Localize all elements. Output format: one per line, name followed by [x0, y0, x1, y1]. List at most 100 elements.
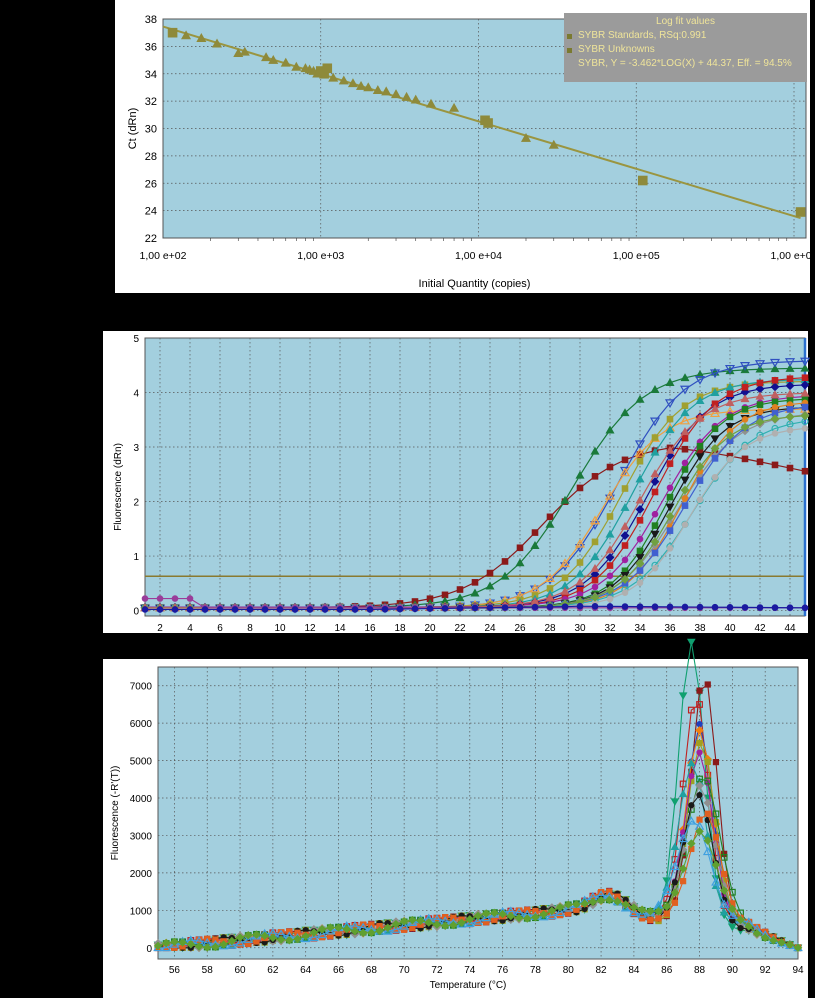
curve-point [560, 495, 570, 504]
y-tick-label: 3 [133, 443, 139, 454]
curve-point [575, 569, 585, 578]
curve-point [342, 924, 351, 934]
curve-point [153, 941, 163, 951]
curve-point [216, 606, 224, 613]
curve-point [666, 460, 674, 467]
curve-point [801, 467, 809, 475]
curve-point [635, 554, 645, 563]
x-tick-label: 88 [694, 965, 706, 976]
x-tick-label: 32 [604, 623, 616, 634]
curve-point [711, 425, 719, 433]
curve-point [483, 919, 490, 926]
curve-point [771, 404, 779, 411]
x-tick-label: 80 [563, 965, 575, 976]
x-tick-label: 22 [454, 623, 466, 634]
curve-point [531, 913, 540, 922]
curve-point [771, 604, 779, 611]
curve-point [726, 456, 734, 463]
curve-point [755, 391, 765, 400]
curve-point [785, 389, 795, 398]
curve-point [666, 493, 674, 501]
curve-point [740, 422, 750, 432]
curve-point [725, 398, 735, 407]
curve-point [606, 562, 614, 569]
curve-point [408, 915, 417, 925]
x-tick-label: 1,00 e+04 [455, 250, 502, 262]
panel-b-label: (b) [28, 352, 62, 382]
curve-point [261, 606, 269, 613]
x-tick-label: 14 [334, 623, 346, 634]
y-tick-label: 24 [145, 206, 157, 218]
curve-point [729, 917, 736, 924]
curve-point [547, 906, 557, 915]
curve-point [260, 931, 269, 940]
curve-point [681, 502, 689, 509]
x-axis-title: Cycles [440, 636, 470, 647]
curve-point [605, 895, 614, 905]
curve-point [650, 477, 660, 487]
curve-point [680, 878, 687, 885]
curve-point [739, 362, 751, 371]
curve-point [619, 467, 631, 477]
curve-point [635, 505, 645, 514]
curve-point [696, 477, 704, 484]
curve-point [670, 842, 680, 850]
curve-point [470, 588, 480, 597]
square-marker-icon [567, 34, 572, 39]
curve-point [588, 897, 598, 907]
curve-point [650, 469, 660, 478]
curve-point [786, 426, 794, 434]
curve-point [754, 360, 766, 369]
curve-point [662, 902, 671, 911]
curve-point [156, 606, 164, 613]
legend-entry-fit: SYBR, Y = -3.462*LOG(X) + 44.37, Eff. = … [564, 57, 807, 71]
curve-point [473, 916, 483, 925]
x-tick-label: 74 [464, 965, 476, 976]
curve-point [590, 446, 600, 455]
curve-point [678, 692, 688, 700]
curve-point [681, 459, 689, 467]
curve-point [637, 905, 647, 914]
curve-point [605, 425, 615, 434]
curve-point [670, 861, 680, 871]
data-point [196, 33, 207, 42]
x-tick-label: 8 [247, 623, 253, 634]
curve-point [485, 581, 495, 590]
curve-point [486, 604, 494, 612]
curve-point [711, 473, 719, 481]
chart-panel-a: 1,00 e+02 1,00 e+03 1,00 e+04 1,00 e+05 1,00… [115, 0, 815, 293]
x-tick-label: 78 [530, 965, 542, 976]
curve-point [650, 530, 660, 539]
curve-point [704, 810, 711, 817]
curve-point [620, 502, 630, 511]
curve-point [784, 358, 796, 367]
curve-point [516, 544, 524, 552]
curve-point [741, 406, 749, 413]
y-tick-label: 30 [145, 124, 157, 136]
curve-point [574, 538, 586, 548]
x-tick-label: 24 [484, 623, 496, 634]
triangle-marker-icon [567, 48, 572, 53]
curve-point [529, 583, 541, 593]
curve-point [637, 909, 647, 918]
curve-point [756, 604, 764, 611]
curve-point [636, 517, 644, 524]
curve-point [621, 456, 629, 464]
chart-a-legend: Log fit values SYBR Standards, RSq:0.991… [564, 13, 807, 82]
curve-point [712, 834, 720, 841]
curve-point [679, 415, 691, 425]
curve-point [576, 602, 584, 610]
curve-point [621, 556, 629, 564]
curve-point [555, 903, 565, 912]
x-tick-label: 42 [754, 623, 766, 634]
curve-point [680, 476, 690, 485]
curve-point [351, 606, 359, 613]
x-tick-label: 58 [202, 965, 214, 976]
curve-point [721, 870, 728, 878]
y-tick-label: 2 [133, 498, 139, 509]
curve-point [636, 547, 644, 555]
curve-point [231, 606, 239, 613]
curve-point [801, 403, 809, 411]
x-tick-label: 66 [333, 965, 345, 976]
curve-point [665, 425, 675, 434]
